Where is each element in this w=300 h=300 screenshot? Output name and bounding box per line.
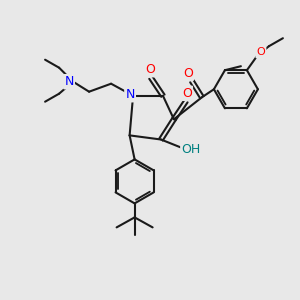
- Text: O: O: [145, 63, 155, 76]
- Text: N: N: [125, 88, 135, 101]
- Text: O: O: [182, 87, 192, 100]
- Text: O: O: [183, 67, 193, 80]
- Text: OH: OH: [182, 143, 201, 156]
- Text: N: N: [64, 75, 74, 88]
- Text: O: O: [256, 47, 265, 57]
